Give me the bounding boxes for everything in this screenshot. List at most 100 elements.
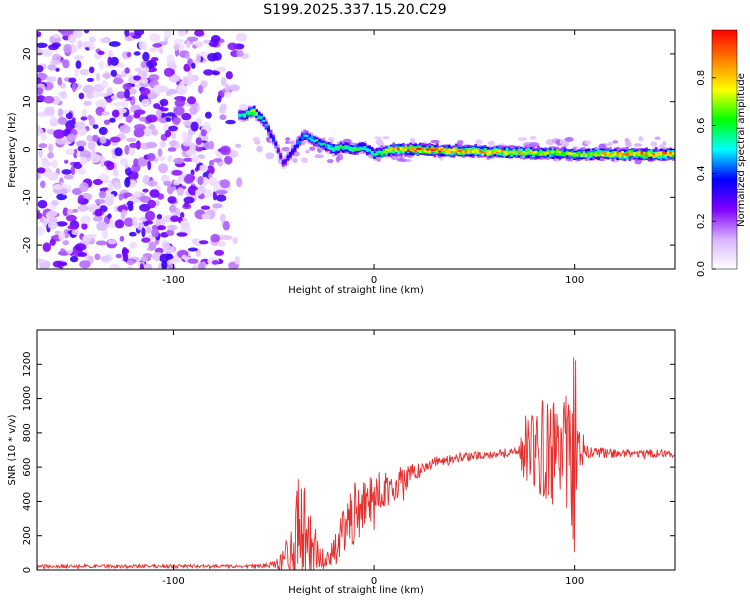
ridge-cell (464, 150, 468, 153)
noise-blob (145, 141, 158, 149)
ridge-cell (346, 147, 350, 150)
ridge-cell (426, 148, 429, 153)
noise-blob (99, 173, 109, 182)
noise-blob (66, 209, 74, 216)
noise-blob (38, 143, 48, 149)
noise-blob (101, 229, 109, 239)
noise-blob (213, 158, 222, 163)
noise-blob (158, 48, 164, 54)
noise-blob (206, 165, 215, 175)
ridge-cell (517, 150, 521, 153)
ridge-cell (597, 151, 600, 156)
ridge-cell (618, 153, 622, 158)
noise-blob (99, 136, 107, 144)
noise-blob (76, 140, 87, 148)
ridge-cell (626, 153, 629, 156)
ridge-cell (365, 149, 369, 152)
noise-blob (155, 109, 162, 119)
ridge-cell (378, 150, 381, 153)
noise-blob (77, 194, 85, 204)
noise-blob (207, 52, 218, 62)
noise-blob (133, 127, 145, 138)
noise-blob (236, 50, 244, 57)
ridge-cell (293, 145, 297, 150)
noise-blob (82, 41, 94, 47)
noise-blob (79, 68, 90, 76)
ridge-cell (435, 147, 439, 151)
ridge-cell (498, 150, 502, 155)
noise-blob (133, 75, 141, 81)
ridge-cell (556, 150, 559, 155)
ridge-cell (647, 151, 651, 155)
noise-blob (409, 137, 416, 144)
ridge-cell (520, 152, 523, 155)
noise-blob (71, 229, 80, 235)
noise-blob (79, 182, 89, 193)
y-tick-label: 800 (22, 423, 33, 442)
ridge-cell (341, 146, 345, 149)
noise-blob (134, 30, 145, 36)
ridge-cell (252, 109, 256, 112)
noise-blob (79, 260, 91, 269)
ridge-cell (459, 150, 463, 153)
noise-blob (101, 80, 109, 89)
noise-blob (60, 91, 68, 99)
ridge-cell (669, 153, 673, 157)
ridge-cell (479, 150, 482, 153)
noise-blob (98, 92, 109, 98)
noise-blob (198, 240, 209, 245)
noise-blob (141, 227, 146, 238)
noise-blob (212, 190, 217, 201)
noise-blob (55, 221, 68, 227)
noise-blob (47, 64, 57, 71)
noise-blob (156, 214, 163, 220)
noise-blob (197, 84, 204, 94)
noise-blob (125, 137, 137, 142)
ridge-cell (351, 148, 355, 153)
ridge-cell (286, 156, 290, 161)
ridge-cell (455, 151, 458, 154)
ridge-cell (476, 150, 480, 153)
noise-blob (109, 136, 121, 143)
noise-blob (57, 117, 68, 125)
noise-blob (215, 189, 228, 195)
ridge-cell (327, 144, 331, 149)
ridge-cell (510, 151, 514, 154)
noise-blob (176, 187, 184, 197)
noise-blob (219, 104, 227, 114)
noise-blob (335, 155, 340, 163)
ridge-cell (402, 149, 405, 152)
noise-blob (612, 140, 619, 144)
ridge-cell (303, 134, 307, 137)
ridge-cell (539, 150, 543, 155)
noise-blob (72, 208, 79, 213)
noise-blob (134, 109, 146, 115)
noise-blob (638, 135, 644, 142)
noise-blob (40, 180, 46, 189)
ridge-cell (382, 151, 386, 154)
noise-blob (106, 98, 112, 103)
noise-blob (73, 161, 83, 169)
noise-blob (47, 210, 58, 217)
noise-blob (191, 238, 200, 245)
noise-blob (265, 152, 275, 160)
ridge-cell (616, 152, 620, 155)
noise-blob (163, 245, 175, 254)
ridge-cell (611, 151, 615, 156)
ridge-cell (575, 152, 579, 157)
noise-blob (88, 36, 96, 43)
noise-blob (159, 140, 166, 148)
ridge-cell (671, 152, 675, 155)
ridge-cell (618, 151, 622, 154)
noise-blob (187, 247, 198, 252)
ridge-cell (609, 153, 612, 158)
spectrogram-x-label: Height of straight line (km) (288, 285, 424, 296)
ridge-cell (469, 150, 473, 153)
noise-blob (170, 132, 177, 140)
noise-blob (147, 199, 157, 209)
ridge-cell (659, 152, 663, 155)
ridge-cell (500, 149, 504, 152)
ridge-cell (650, 154, 653, 157)
ridge-cell (601, 152, 605, 157)
noise-blob (97, 50, 105, 56)
